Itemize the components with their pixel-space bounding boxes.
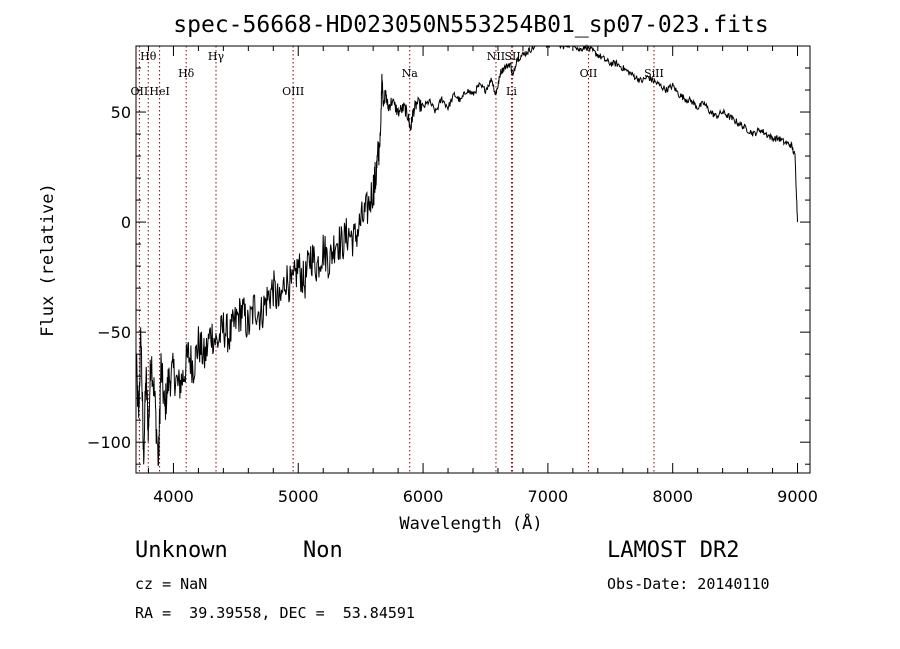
x-tick-label: 6000 [403, 487, 444, 506]
spectral-line-label: OII [131, 85, 149, 98]
x-tick-label: 4000 [153, 487, 194, 506]
class-label: Unknown [135, 538, 228, 563]
x-tick-label: 7000 [528, 487, 569, 506]
axis-ticks: 4000 5000 6000 7000 8000 9000 −100 −50 0 50 [87, 46, 818, 506]
spectral-line-label: Na [402, 67, 419, 80]
x-tick-label: 8000 [652, 487, 693, 506]
spectral-line-label: HeI [149, 85, 169, 98]
y-tick-label: 0 [121, 213, 131, 232]
chart-title: spec-56668-HD023050N553254B01_sp07-023.f… [173, 12, 768, 38]
y-axis-title: Flux (relative) [38, 183, 58, 337]
survey-label: LAMOST DR2 [607, 538, 740, 563]
spectral-line-label: Hγ [208, 50, 225, 63]
spectral-line-label: Hδ [178, 67, 195, 80]
x-tick-label: 5000 [278, 487, 319, 506]
spectral-line-label: SiII [644, 67, 664, 80]
obs-date-label: Obs-Date: 20140110 [607, 575, 770, 593]
spectral-line-label: NII [487, 50, 505, 63]
y-tick-label: −50 [97, 323, 131, 342]
x-tick-label: 9000 [777, 487, 818, 506]
subclass-label: Non [303, 538, 343, 563]
y-tick-label: 50 [111, 103, 131, 122]
spectral-line-label: OIII [282, 85, 304, 98]
redshift-label: cz = NaN [135, 575, 208, 593]
x-axis-title: Wavelength (Å) [399, 512, 542, 534]
spectral-line-label: Li [506, 85, 517, 98]
spectrum-series [135, 44, 798, 466]
y-tick-label: −100 [87, 433, 131, 452]
spectrum-line [135, 44, 798, 466]
spectral-line-label: Hθ [140, 50, 157, 63]
coordinates-label: RA = 39.39558, DEC = 53.84591 [135, 604, 415, 622]
plot-frame [135, 45, 811, 474]
spectral-line-label: OII [580, 67, 598, 80]
